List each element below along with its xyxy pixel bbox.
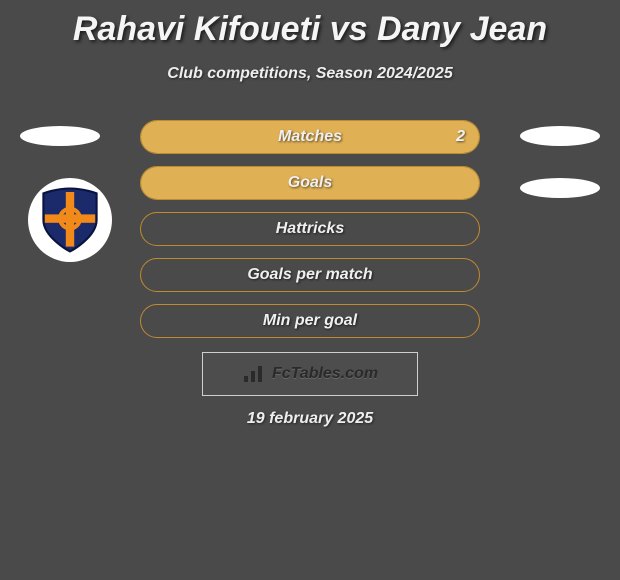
row-value: 2 xyxy=(456,128,465,146)
subtitle: Club competitions, Season 2024/2025 xyxy=(0,65,620,83)
row-label: Hattricks xyxy=(276,220,344,238)
row-label: Matches xyxy=(278,128,342,146)
table-row: Min per goal xyxy=(140,304,480,338)
table-row: Hattricks xyxy=(140,212,480,246)
row-label: Min per goal xyxy=(263,312,357,330)
page-title: Rahavi Kifoueti vs Dany Jean xyxy=(0,0,620,49)
player-placeholder-right-2 xyxy=(520,178,600,198)
brand-text: FcTables.com xyxy=(272,365,378,383)
table-row: Goals xyxy=(140,166,480,200)
stats-table: Matches 2 Goals Hattricks Goals per matc… xyxy=(140,120,480,350)
table-row: Matches 2 xyxy=(140,120,480,154)
row-label: Goals per match xyxy=(247,266,372,284)
player-placeholder-left xyxy=(20,126,100,146)
date-text: 19 february 2025 xyxy=(247,410,373,428)
shield-icon xyxy=(35,185,105,255)
row-label: Goals xyxy=(288,174,332,192)
bar-chart-icon xyxy=(242,364,266,384)
club-logo xyxy=(28,178,112,262)
player-placeholder-right-1 xyxy=(520,126,600,146)
footer-brand-box: FcTables.com xyxy=(202,352,418,396)
table-row: Goals per match xyxy=(140,258,480,292)
